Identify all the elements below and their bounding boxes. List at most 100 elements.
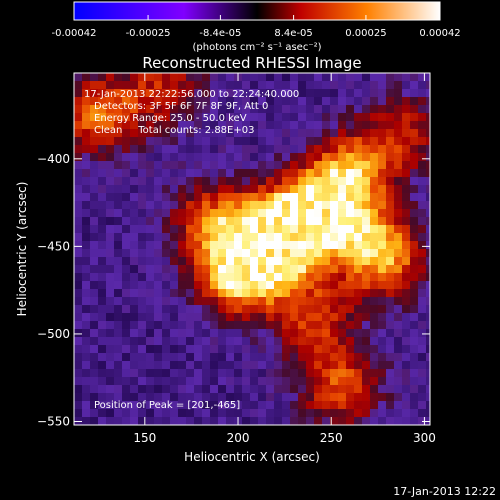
heatmap-cell <box>354 289 363 298</box>
heatmap-cell <box>330 401 339 410</box>
heatmap-cell <box>370 273 379 282</box>
heatmap-cell <box>354 113 363 122</box>
heatmap-cell <box>242 337 251 346</box>
heatmap-cell <box>282 353 291 362</box>
heatmap-cell <box>226 121 235 130</box>
heatmap-cell <box>418 145 427 154</box>
heatmap-cell <box>106 305 115 314</box>
heatmap-cell <box>234 225 243 234</box>
heatmap-cell <box>170 313 179 322</box>
heatmap-cell <box>138 313 147 322</box>
heatmap-cell <box>370 121 379 130</box>
heatmap-cell <box>226 153 235 162</box>
heatmap-cell <box>290 337 299 346</box>
heatmap-cell <box>298 345 307 354</box>
heatmap-cell <box>418 345 427 354</box>
heatmap-cell <box>378 393 387 402</box>
heatmap-cell <box>194 169 203 178</box>
heatmap-cell <box>426 105 430 114</box>
heatmap-cell <box>218 153 227 162</box>
heatmap-cell <box>210 393 219 402</box>
heatmap-cell <box>378 201 387 210</box>
heatmap-cell <box>282 313 291 322</box>
heatmap-cell <box>106 329 115 338</box>
heatmap-cell <box>338 305 347 314</box>
heatmap-cell <box>418 113 427 122</box>
heatmap-cell <box>226 113 235 122</box>
heatmap-cell <box>146 345 155 354</box>
heatmap-cell <box>258 193 267 202</box>
heatmap-cell <box>394 249 403 258</box>
heatmap-cell <box>298 257 307 266</box>
heatmap-cell <box>250 113 259 122</box>
heatmap-cell <box>138 145 147 154</box>
heatmap-cell <box>130 305 139 314</box>
heatmap-cell <box>114 273 123 282</box>
heatmap-cell <box>82 129 91 138</box>
heatmap-cell <box>114 201 123 210</box>
heatmap-cell <box>274 185 283 194</box>
heatmap-cell <box>186 321 195 330</box>
heatmap-cell <box>218 273 227 282</box>
heatmap-cell <box>418 249 427 258</box>
heatmap-cell <box>274 97 283 106</box>
heatmap-cell <box>114 265 123 274</box>
heatmap-cell <box>402 121 411 130</box>
heatmap-cell <box>346 289 355 298</box>
heatmap-cell <box>362 145 371 154</box>
heatmap-cell <box>194 329 203 338</box>
heatmap-cell <box>378 209 387 218</box>
heatmap-cell <box>250 137 259 146</box>
heatmap-cell <box>426 233 430 242</box>
heatmap-cell <box>130 345 139 354</box>
heatmap-cell <box>138 209 147 218</box>
heatmap-cell <box>162 345 171 354</box>
heatmap-cell <box>242 129 251 138</box>
heatmap-cell <box>322 289 331 298</box>
colorbar-tick-label: 0.00042 <box>419 28 460 39</box>
heatmap-cell <box>386 105 395 114</box>
heatmap-cell <box>282 417 291 425</box>
heatmap-cell <box>338 137 347 146</box>
heatmap-cell <box>386 153 395 162</box>
heatmap-cell <box>234 121 243 130</box>
heatmap-cell <box>186 241 195 250</box>
heatmap-cell <box>218 161 227 170</box>
heatmap-cell <box>186 185 195 194</box>
heatmap-cell <box>170 193 179 202</box>
heatmap-cell <box>410 169 419 178</box>
heatmap-cell <box>402 105 411 114</box>
heatmap-cell <box>82 185 91 194</box>
heatmap-cell <box>402 73 411 82</box>
axis-ticks: 150 200 250 300−400−450−500−550 <box>37 73 436 445</box>
heatmap-cell <box>410 145 419 154</box>
heatmap-cell <box>106 313 115 322</box>
heatmap-cell <box>226 353 235 362</box>
heatmap-cell <box>202 113 211 122</box>
heatmap-cell <box>290 281 299 290</box>
heatmap-cell <box>402 217 411 226</box>
heatmap-cell <box>162 193 171 202</box>
heatmap-cell <box>210 409 219 418</box>
heatmap-cell <box>82 337 91 346</box>
heatmap-cell <box>74 217 83 226</box>
heatmap-cell <box>346 193 355 202</box>
heatmap-cell <box>402 305 411 314</box>
heatmap-cell <box>170 185 179 194</box>
heatmap-cell <box>290 113 299 122</box>
heatmap-cell <box>314 281 323 290</box>
heatmap-cell <box>90 145 99 154</box>
heatmap-cell <box>138 265 147 274</box>
heatmap-cell <box>138 329 147 338</box>
heatmap-cell <box>106 241 115 250</box>
heatmap-cell <box>234 401 243 410</box>
heatmap-cell <box>266 313 275 322</box>
heatmap-cell <box>354 241 363 250</box>
heatmap-cell <box>210 105 219 114</box>
heatmap-cell <box>322 409 331 418</box>
heatmap-cell <box>330 345 339 354</box>
heatmap-cell <box>250 329 259 338</box>
heatmap-cell <box>226 401 235 410</box>
heatmap-cell <box>242 353 251 362</box>
heatmap-cell <box>98 145 107 154</box>
